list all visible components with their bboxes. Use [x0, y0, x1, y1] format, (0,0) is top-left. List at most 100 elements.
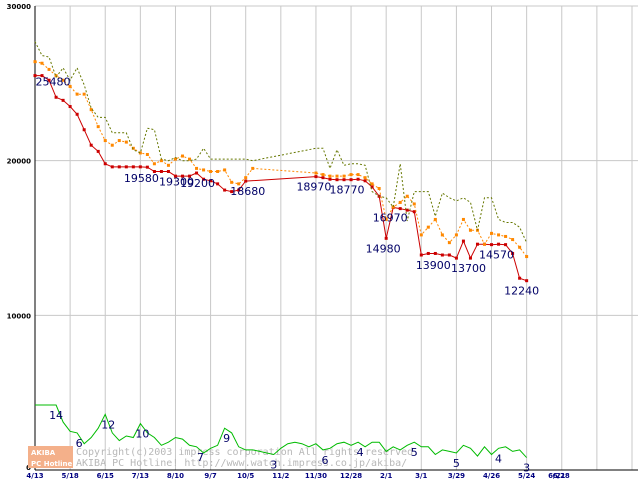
data-point-2: [335, 174, 339, 178]
data-point-2: [47, 67, 51, 71]
price-data-label: 19200: [180, 177, 215, 190]
data-point-2: [209, 169, 213, 173]
data-point-2: [159, 159, 163, 163]
data-point-2: [377, 187, 381, 191]
data-point-2: [356, 173, 360, 177]
x-tick-label: 4/26: [483, 472, 500, 480]
data-point-1: [230, 190, 234, 194]
x-tick-label: 3/29: [448, 472, 465, 480]
data-point-1: [461, 239, 465, 243]
data-point-2: [426, 225, 430, 229]
data-point-2: [468, 228, 472, 232]
data-point-1: [223, 188, 227, 192]
data-point-1: [440, 253, 444, 257]
data-point-1: [475, 242, 479, 246]
data-point-2: [328, 174, 332, 178]
x-tick-label: 12/28: [340, 472, 362, 480]
logo-bottom-bg: [28, 457, 73, 468]
data-point-1: [40, 74, 44, 78]
data-point-1: [138, 165, 142, 169]
data-point-1: [454, 256, 458, 260]
data-point-1: [525, 279, 529, 283]
data-point-1: [490, 243, 494, 247]
x-tick-label: 11/30: [305, 472, 327, 480]
data-point-2: [180, 154, 184, 158]
series-line-4: [35, 404, 527, 458]
price-data-label: 13900: [416, 259, 451, 272]
data-point-1: [152, 169, 156, 173]
data-point-1: [209, 179, 213, 183]
data-point-1: [328, 177, 332, 181]
data-point-1: [159, 169, 163, 173]
data-point-2: [166, 163, 170, 167]
data-point-1: [349, 178, 353, 182]
x-tick-label: 5/18: [62, 472, 79, 480]
data-point-1: [426, 251, 430, 255]
data-point-1: [110, 165, 114, 169]
data-point-1: [384, 236, 388, 240]
data-point-2: [342, 174, 346, 178]
data-point-2: [433, 217, 437, 221]
data-point-1: [54, 95, 58, 99]
price-data-label: 18970: [296, 181, 331, 194]
data-point-1: [89, 143, 93, 147]
price-data-label: 25480: [36, 76, 71, 89]
data-point-1: [363, 179, 367, 183]
chart-series: [33, 41, 529, 458]
chart-grid: [35, 5, 638, 470]
data-point-2: [152, 162, 156, 166]
data-point-2: [96, 125, 100, 129]
price-data-label: 19300: [159, 175, 194, 188]
data-point-2: [117, 139, 121, 143]
data-point-2: [391, 205, 395, 209]
data-point-1: [356, 177, 360, 181]
data-point-2: [370, 182, 374, 186]
count-data-label: 5: [453, 457, 460, 470]
data-point-1: [145, 165, 149, 169]
data-point-2: [490, 231, 494, 235]
data-point-1: [237, 188, 241, 192]
data-point-2: [440, 233, 444, 237]
data-point-2: [145, 152, 149, 156]
data-point-1: [188, 174, 192, 178]
x-tick-label: 7/13: [132, 472, 149, 480]
data-point-1: [447, 253, 451, 257]
data-point-2: [33, 60, 37, 64]
data-point-2: [412, 202, 416, 206]
data-point-2: [131, 146, 135, 150]
count-data-label: 10: [135, 428, 149, 441]
count-data-label: 4: [495, 452, 502, 465]
data-point-1: [398, 207, 402, 211]
data-point-1: [131, 165, 135, 169]
data-point-2: [40, 61, 44, 65]
data-point-2: [230, 180, 234, 184]
x-tick-label: 6/28: [553, 472, 570, 480]
data-point-2: [54, 74, 58, 78]
data-point-2: [497, 233, 501, 237]
count-data-label: 7: [197, 451, 204, 464]
price-data-label: 14980: [366, 242, 401, 255]
data-point-1: [166, 169, 170, 173]
data-point-2: [216, 169, 220, 173]
data-point-2: [349, 173, 353, 177]
data-point-1: [504, 243, 508, 247]
url-line: AKIBA PC Hotline! http://www.watch.impre…: [76, 458, 407, 469]
x-tick-label: 3/1: [415, 472, 427, 480]
data-point-2: [384, 217, 388, 221]
logo-top-text: AKIBA: [31, 449, 56, 457]
data-point-1: [216, 182, 220, 186]
data-point-2: [454, 233, 458, 237]
price-data-label: 18770: [330, 184, 365, 197]
data-point-2: [461, 217, 465, 221]
data-point-2: [525, 255, 529, 259]
copyright-line: Copyright(c)2003 impress corporation All…: [76, 447, 419, 458]
x-tick-label: 6/15: [97, 472, 114, 480]
data-point-1: [96, 149, 100, 153]
x-tick-label: 8/10: [167, 472, 184, 480]
data-point-2: [504, 234, 508, 238]
data-point-2: [103, 139, 107, 143]
data-point-2: [447, 241, 451, 245]
data-point-1: [412, 210, 416, 214]
price-data-label: 14570: [479, 249, 514, 262]
